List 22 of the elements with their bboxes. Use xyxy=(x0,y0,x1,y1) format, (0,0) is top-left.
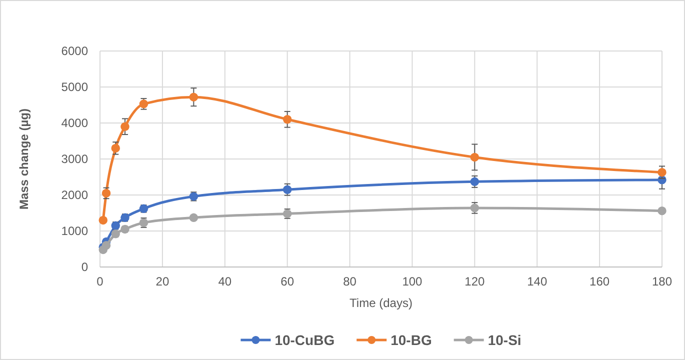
x-tick-label: 140 xyxy=(527,274,548,289)
x-tick-label: 80 xyxy=(343,274,357,289)
x-tick-label: 20 xyxy=(156,274,170,289)
y-tick-label: 0 xyxy=(81,260,88,274)
x-tick-label: 60 xyxy=(280,274,294,289)
legend-label: 10-Si xyxy=(488,332,522,348)
x-tick-label: 160 xyxy=(590,274,610,289)
x-tick-label: 40 xyxy=(218,274,232,289)
y-axis-title: Mass change (µg) xyxy=(17,108,31,210)
y-tick-label: 2000 xyxy=(61,188,88,202)
y-tick-label: 5000 xyxy=(61,80,88,94)
legend-label: 10-BG xyxy=(390,332,432,348)
y-tick-label: 3000 xyxy=(61,152,88,166)
legend-label: 10-CuBG xyxy=(274,332,335,348)
x-tick-label: 180 xyxy=(652,274,672,289)
y-tick-label: 1000 xyxy=(61,224,88,238)
y-tick-label: 6000 xyxy=(61,44,88,58)
x-axis-title: Time (days) xyxy=(350,296,412,310)
x-tick-label: 0 xyxy=(96,274,104,289)
x-tick-label: 120 xyxy=(464,274,485,289)
y-tick-label: 4000 xyxy=(61,116,88,130)
x-tick-label: 100 xyxy=(402,274,423,289)
